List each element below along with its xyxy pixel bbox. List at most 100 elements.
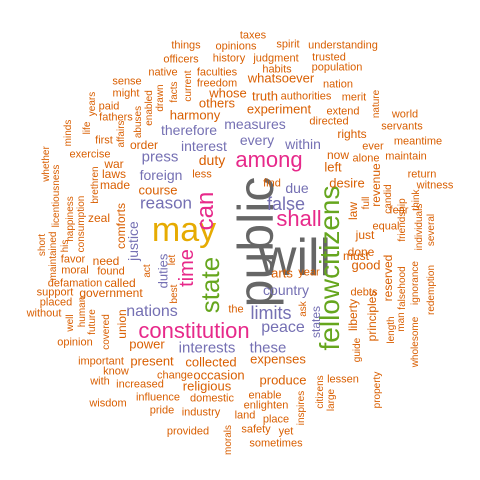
word: abuses — [133, 105, 144, 139]
word: future — [87, 309, 98, 335]
word: ignorance — [410, 261, 421, 305]
word: produce — [259, 372, 307, 388]
word: rights — [337, 127, 367, 141]
word: lessen — [327, 373, 359, 386]
word: present — [130, 353, 174, 369]
word: interest — [181, 138, 227, 154]
word: find — [263, 177, 281, 190]
word: land — [234, 409, 256, 422]
word: man — [396, 312, 407, 332]
word: industry — [181, 406, 221, 419]
word: several — [426, 213, 437, 247]
word: sense — [112, 75, 142, 88]
word: guide — [352, 337, 363, 363]
word: nature — [371, 89, 382, 119]
word: brethren — [90, 166, 101, 204]
word: due — [285, 180, 309, 196]
word: press — [141, 148, 179, 166]
word: support — [36, 286, 74, 299]
word: therefore — [160, 122, 218, 138]
word: maintain — [385, 150, 427, 163]
word: power — [129, 336, 165, 352]
word: judgment — [253, 52, 299, 65]
word: falsehood — [397, 266, 408, 310]
word: these — [249, 339, 287, 357]
word: harmony — [169, 107, 221, 123]
word: pride — [149, 404, 175, 417]
word: maintained — [48, 231, 59, 281]
word: order — [129, 138, 159, 152]
word: enable — [248, 389, 282, 402]
word: religious — [182, 378, 232, 394]
word: duty — [198, 152, 226, 168]
word: experiment — [246, 101, 312, 117]
word: interests — [178, 339, 236, 357]
word: made — [99, 178, 131, 192]
word: expenses — [250, 351, 306, 367]
word: faculties — [196, 66, 238, 79]
word: merit — [341, 91, 367, 104]
word: left — [324, 159, 342, 175]
word: facts — [169, 81, 180, 103]
word: current — [183, 70, 194, 102]
word: reason — [140, 193, 192, 213]
word: fathers — [99, 111, 133, 124]
word: course — [138, 182, 178, 198]
word: can — [192, 191, 219, 231]
word: directed — [309, 115, 349, 128]
word: yet — [278, 425, 294, 438]
word: comforts — [114, 202, 128, 250]
word: authorities — [280, 90, 332, 103]
word: wholesome — [410, 316, 421, 368]
word: false — [266, 194, 306, 214]
word: defamation — [47, 277, 103, 290]
word: spirit — [276, 38, 300, 51]
word: safety — [241, 423, 271, 436]
word: best — [169, 284, 180, 304]
word: full — [361, 196, 372, 210]
word: union — [115, 309, 129, 339]
word: morals — [223, 424, 234, 456]
word: first — [95, 134, 113, 147]
word: year — [298, 266, 320, 279]
word: now — [326, 148, 350, 162]
word: occasion — [193, 367, 245, 383]
word: property — [372, 371, 383, 409]
word: life — [82, 121, 93, 135]
word: trusted — [312, 51, 346, 64]
word: law — [346, 201, 360, 221]
word: without — [26, 307, 62, 320]
word: influence — [135, 391, 181, 404]
word: citizens — [315, 375, 326, 409]
word: country — [263, 282, 309, 298]
word: placed — [39, 296, 73, 309]
word: large — [326, 388, 337, 412]
word: well — [65, 314, 76, 332]
word: affairs — [116, 120, 127, 148]
word: freedom — [196, 77, 238, 90]
word: things — [171, 39, 201, 52]
word: foreign — [139, 167, 183, 183]
word: witness — [416, 179, 454, 192]
word: state — [195, 256, 225, 314]
word: wisdom — [89, 397, 127, 410]
word: opinions — [215, 40, 257, 53]
word: equal — [372, 220, 400, 233]
word: consumption — [76, 195, 87, 253]
word: good — [351, 257, 381, 273]
word: among — [235, 147, 303, 172]
word: government — [79, 286, 143, 300]
word: exercise — [69, 148, 111, 161]
word: within — [285, 136, 321, 152]
word: others — [198, 95, 236, 111]
word: peace — [261, 319, 305, 336]
word: ever — [362, 140, 384, 153]
word: native — [148, 66, 178, 79]
word: favor — [60, 253, 86, 266]
word: opinion — [57, 336, 93, 349]
word: reserved — [381, 254, 395, 302]
word: fear — [389, 204, 409, 217]
word: world — [391, 108, 419, 121]
word: moral — [61, 264, 89, 277]
